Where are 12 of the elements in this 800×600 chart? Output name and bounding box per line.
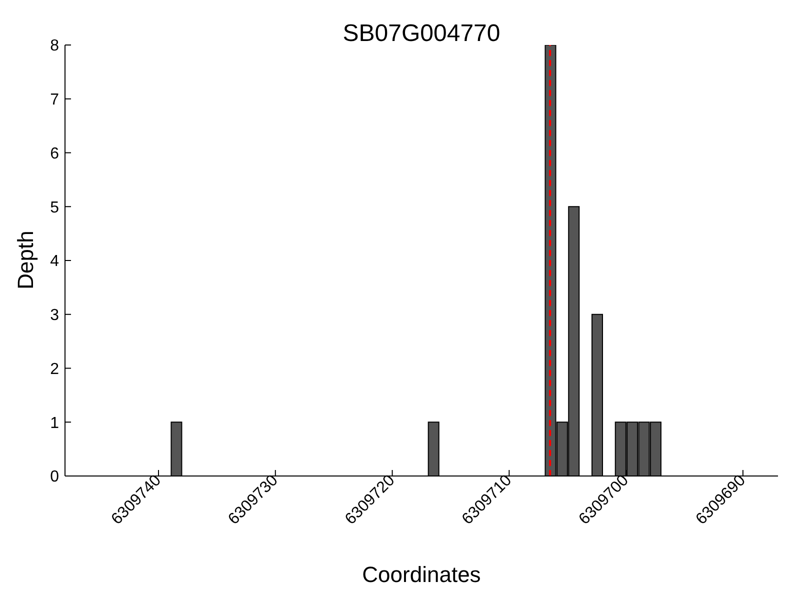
y-tick-label: 7: [50, 92, 60, 109]
y-tick-label: 6: [50, 145, 60, 162]
y-tick-label: 8: [50, 38, 60, 55]
y-tick-label: 3: [50, 307, 60, 324]
x-axis-title: Coordinates: [362, 562, 481, 587]
y-tick-label: 1: [50, 414, 60, 432]
y-tick-label: 0: [50, 468, 60, 486]
y-tick-label: 4: [50, 253, 60, 270]
y-tick-label: 2: [50, 360, 60, 378]
chart-title: SB07G004770: [342, 20, 502, 48]
y-axis-title: Depth: [13, 230, 39, 290]
y-tick-label: 5: [50, 199, 60, 216]
